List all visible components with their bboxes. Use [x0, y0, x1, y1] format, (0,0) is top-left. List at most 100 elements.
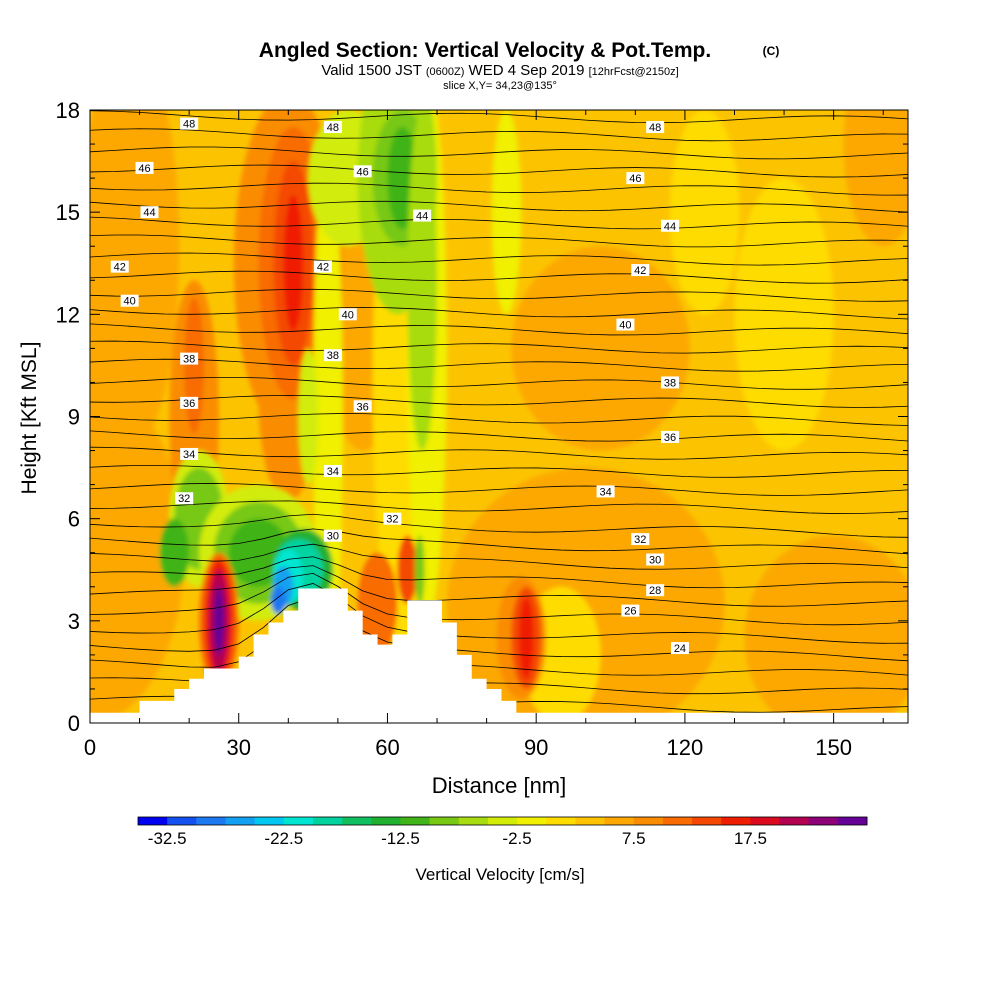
theta-contour [90, 234, 908, 248]
y-tick-label: 3 [68, 609, 80, 634]
contour-labels: 48 48 48 46 46 46 44 44 44 42 42 42 40 40 40 38 38 38 36 36… [110, 117, 689, 655]
colorbar-swatch [604, 817, 635, 825]
svg-text:34: 34 [599, 486, 611, 498]
theta-contour [90, 306, 908, 320]
colorbar-swatch [342, 817, 372, 825]
colorbar-swatch [517, 817, 547, 825]
theta-contour [90, 446, 908, 460]
svg-text:48: 48 [649, 122, 661, 134]
x-tick: 30 [226, 110, 251, 760]
theta-contour [90, 128, 908, 142]
chart-title: Angled Section: Vertical Velocity & Pot.… [259, 39, 711, 62]
theta-contour [90, 543, 908, 570]
theta-contour [90, 376, 908, 390]
contour-label: 24 [670, 642, 689, 655]
colorbar-swatch [837, 817, 868, 825]
theta-contour [90, 500, 908, 514]
colorbar-swatch [779, 817, 810, 825]
svg-text:32: 32 [178, 493, 190, 505]
velocity-region [843, 110, 908, 247]
colorbar: -32.5 -22.5 -12.5 -2.5 7.5 17.5 [137, 816, 868, 848]
colorbar-tick-label: 7.5 [622, 829, 646, 848]
theta-contour [90, 528, 908, 555]
contour-label: 36 [180, 396, 199, 410]
svg-text:42: 42 [634, 265, 646, 277]
svg-text:44: 44 [143, 207, 155, 219]
theta-contour [90, 395, 908, 408]
velocity-region [491, 110, 522, 315]
colorbar-swatch [254, 817, 285, 825]
theta-contour [90, 270, 908, 284]
x-tick: 120 [667, 110, 703, 760]
contour-label: 36 [661, 430, 680, 444]
svg-text:40: 40 [342, 309, 354, 321]
contour-label: 32 [175, 492, 194, 505]
theta-contour [90, 483, 908, 496]
chart-title-unit: (C) [763, 44, 780, 58]
theta-contour [90, 565, 908, 607]
colorbar-tick-label: -32.5 [148, 829, 187, 848]
x-tick-label: 30 [226, 735, 250, 760]
theta-contour [90, 216, 908, 230]
svg-text:46: 46 [138, 163, 150, 175]
y-axis-label: Height [Kft MSL] [18, 342, 41, 495]
x-tick: 0 [84, 110, 96, 760]
colorbar-swatch [721, 817, 751, 825]
x-tick: 150 [815, 110, 852, 760]
y-tick: 12 [56, 302, 908, 327]
velocity-region [213, 586, 224, 655]
y-tick-label: 12 [56, 302, 80, 327]
theta-contour [90, 340, 908, 354]
contour-label: 28 [646, 584, 665, 597]
velocity-region [744, 535, 908, 723]
svg-text:46: 46 [357, 166, 369, 178]
x-axis-label: Distance [nm] [432, 773, 567, 798]
y-tick: 9 [68, 405, 908, 430]
colorbar-swatch [633, 817, 664, 825]
contour-label: 44 [661, 219, 680, 233]
svg-text:34: 34 [183, 449, 195, 461]
y-tick: 0 [68, 711, 908, 736]
contour-label: 34 [596, 485, 615, 498]
contour-label: 34 [180, 447, 199, 461]
x-tick: 90 [524, 110, 548, 760]
velocity-region [734, 178, 834, 451]
svg-text:40: 40 [619, 320, 631, 332]
contour-label: 48 [323, 121, 342, 134]
contour-label: 48 [180, 117, 199, 131]
velocity-region [90, 382, 185, 723]
theta-contour [90, 182, 908, 196]
velocity-region [283, 195, 304, 332]
svg-text:36: 36 [357, 401, 369, 413]
contour-label: 34 [323, 464, 342, 478]
contour-label: 38 [661, 376, 680, 389]
contour-label: 26 [621, 604, 640, 618]
contour-label: 42 [631, 264, 650, 277]
contour-label: 46 [626, 172, 645, 185]
velocity-region [159, 518, 190, 587]
velocity-region [357, 552, 398, 655]
contour-label: 32 [383, 512, 402, 526]
colorbar-swatch [196, 817, 226, 825]
contour-label: 30 [646, 553, 665, 567]
theta-contour [90, 572, 908, 626]
contour-label: 44 [413, 209, 432, 223]
svg-text:34: 34 [327, 466, 339, 478]
svg-text:38: 38 [327, 350, 339, 362]
plot-area: 48 48 48 46 46 46 44 44 44 42 42 42 40 40 40 38 38 38 36 36… [89, 109, 909, 724]
contour-label: 32 [631, 533, 650, 546]
y-tick-label: 15 [56, 200, 80, 225]
svg-text:46: 46 [629, 173, 641, 185]
svg-text:24: 24 [674, 643, 686, 655]
contour-label: 40 [616, 318, 635, 332]
y-tick: 6 [68, 507, 908, 532]
svg-text:36: 36 [183, 398, 195, 410]
theta-contour [90, 612, 908, 676]
colorbar-swatch [429, 817, 460, 825]
svg-text:30: 30 [649, 555, 661, 567]
colorbar-swatch [167, 817, 197, 825]
velocity-region [90, 110, 180, 451]
theta-contour [90, 110, 908, 124]
svg-text:38: 38 [664, 377, 676, 389]
